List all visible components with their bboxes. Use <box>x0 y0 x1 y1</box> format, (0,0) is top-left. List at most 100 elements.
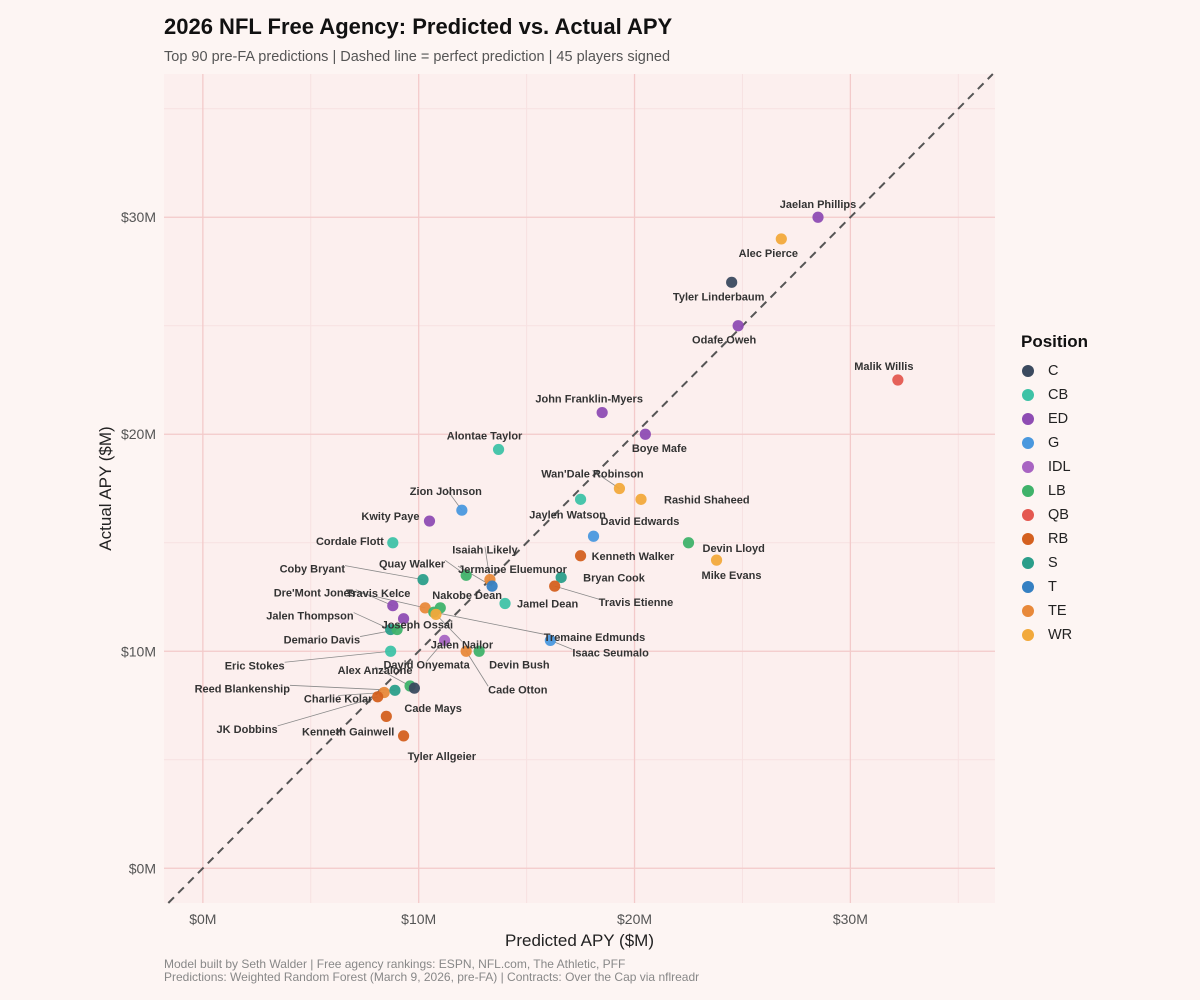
label-isaiah-likely: Isaiah Likely <box>452 545 518 557</box>
leader-line-jk-dobbins <box>277 696 378 727</box>
label-jaelan-phillips: Jaelan Phillips <box>780 199 856 211</box>
legend-swatch <box>1022 461 1034 473</box>
label-jamel-dean: Jamel Dean <box>517 599 578 611</box>
label-tyler-linderbaum: Tyler Linderbaum <box>673 291 765 303</box>
label-david-edwards: David Edwards <box>601 516 680 528</box>
legend-item-cb: CB <box>1022 383 1068 407</box>
point-alontae-taylor <box>492 443 505 456</box>
point-quay-walker <box>460 569 472 581</box>
legend-item-g: G <box>1022 431 1059 455</box>
point-dre-mont-jones <box>387 600 399 612</box>
y-tick-label: $20M <box>121 426 156 442</box>
legend-item-wr: WR <box>1022 623 1072 647</box>
legend-swatch <box>1022 437 1034 449</box>
point-kwity-paye <box>423 515 436 527</box>
legend-label: S <box>1048 555 1058 571</box>
y-tick-label: $10M <box>121 643 156 659</box>
leader-line-cade-otton <box>465 651 489 687</box>
point-travis-kelce <box>419 602 431 614</box>
label-rashid-shaheed: Rashid Shaheed <box>664 494 750 506</box>
label-jalen-thompson: Jalen Thompson <box>266 611 354 623</box>
point-jalen-nailor <box>430 608 442 620</box>
legend-label: C <box>1048 363 1059 379</box>
point-mike-evans <box>710 554 723 566</box>
legend-swatch <box>1022 389 1034 401</box>
y-axis-title: Actual APY ($M) <box>96 426 115 550</box>
point-zion-johnson <box>456 504 468 516</box>
legend-item-idl: IDL <box>1022 455 1071 479</box>
plot-panel <box>164 74 995 903</box>
x-tick-label: $20M <box>617 911 652 927</box>
label-malik-willis: Malik Willis <box>854 361 913 373</box>
label-coby-bryant: Coby Bryant <box>280 564 346 576</box>
label-travis-etienne: Travis Etienne <box>599 597 674 609</box>
legend-label: LB <box>1048 483 1066 499</box>
caption-line-1: Model built by Seth Walder | Free agency… <box>164 957 626 971</box>
label-jaylen-watson: Jaylen Watson <box>529 509 606 521</box>
legend-label: QB <box>1048 507 1069 523</box>
legend-label: RB <box>1048 531 1069 547</box>
legend-label: IDL <box>1048 459 1071 475</box>
label-tremaine-edmunds: Tremaine Edmunds <box>544 632 645 644</box>
caption-line-2: Predictions: Weighted Random Forest (Mar… <box>164 970 700 984</box>
label-jalen-nailor: Jalen Nailor <box>431 639 494 651</box>
point-tyler-allgeier <box>397 730 410 742</box>
legend-item-lb: LB <box>1022 479 1066 503</box>
legend-item-t: T <box>1022 575 1057 599</box>
point-rashid-shaheed <box>635 493 647 505</box>
point-wan-dale-robinson <box>613 482 626 495</box>
legend-swatch <box>1022 509 1034 521</box>
legend-swatch <box>1022 485 1034 497</box>
leader-line-travis-etienne <box>554 585 599 600</box>
legend-swatch <box>1022 581 1034 593</box>
label-nakobe-dean: Nakobe Dean <box>432 590 502 602</box>
label-bryan-cook: Bryan Cook <box>583 572 646 584</box>
legend-item-rb: RB <box>1022 527 1068 551</box>
label-odafe-oweh: Odafe Oweh <box>692 335 756 347</box>
legend-label: ED <box>1048 411 1069 427</box>
point-reed-blankenship <box>389 684 401 696</box>
label-charlie-kolar: Charlie Kolar <box>304 693 373 705</box>
label-cordale-flott: Cordale Flott <box>316 536 384 548</box>
point-cade-otton <box>460 645 472 657</box>
label-david-onyemata: David Onyemata <box>383 659 470 671</box>
point-joseph-ossai <box>397 613 410 625</box>
label-wan-dale-robinson: Wan'Dale Robinson <box>541 469 644 481</box>
legend-label: TE <box>1048 603 1067 619</box>
label-kenneth-gainwell: Kenneth Gainwell <box>302 726 394 738</box>
label-jk-dobbins: JK Dobbins <box>217 724 278 736</box>
label-kenneth-walker: Kenneth Walker <box>592 551 675 563</box>
point-alec-pierce <box>775 233 787 245</box>
point-devin-bush <box>473 645 485 657</box>
point-demario-davis <box>391 623 403 636</box>
legend-swatch <box>1022 365 1034 377</box>
legend-label: T <box>1048 579 1057 595</box>
legend-item-qb: QB <box>1022 503 1069 527</box>
label-cade-otton: Cade Otton <box>488 684 548 696</box>
point-travis-etienne <box>549 580 561 592</box>
label-alontae-taylor: Alontae Taylor <box>447 430 523 442</box>
leader-line-coby-bryant <box>344 565 424 581</box>
point-coby-bryant <box>417 574 429 586</box>
point-odafe-oweh <box>732 320 744 332</box>
x-axis-title: Predicted APY ($M) <box>505 931 654 950</box>
point-cade-mays <box>408 682 420 694</box>
legend-label: WR <box>1048 627 1073 643</box>
legend-label: G <box>1048 435 1060 451</box>
legend-swatch <box>1022 413 1034 425</box>
point-cordale-flott <box>387 537 399 549</box>
point-john-franklin-myers <box>596 406 608 419</box>
x-tick-label: $10M <box>401 911 436 927</box>
point-tyler-linderbaum <box>726 276 738 288</box>
leader-line-jalen-thompson <box>353 612 391 630</box>
y-tick-label: $30M <box>121 209 156 225</box>
legend-swatch <box>1022 629 1034 641</box>
point-kenneth-walker <box>574 550 587 562</box>
point-jaelan-phillips <box>812 211 824 223</box>
point-eric-stokes <box>385 645 397 657</box>
point-jk-dobbins <box>372 691 384 703</box>
leader-line-jalen-nailor <box>435 614 463 642</box>
label-reed-blankenship: Reed Blankenship <box>195 683 291 695</box>
point-jamel-dean <box>499 597 511 610</box>
